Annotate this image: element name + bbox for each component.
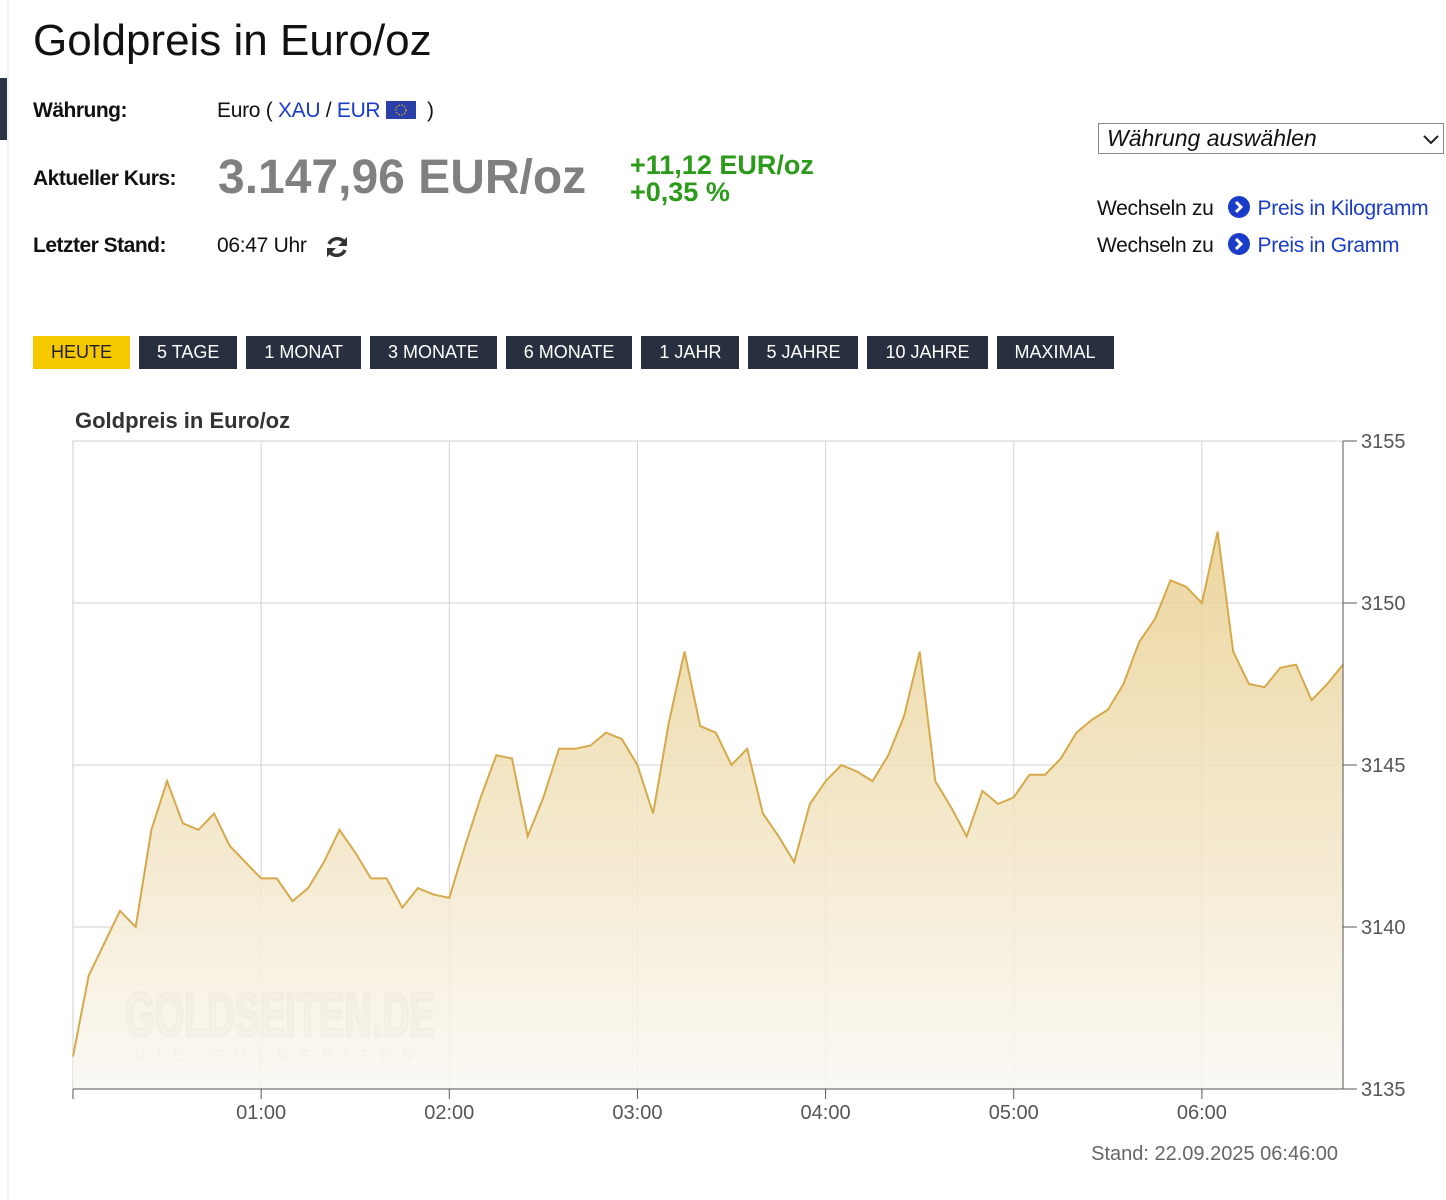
range-tab[interactable]: 1 MONAT xyxy=(246,336,362,369)
arrow-icon xyxy=(1227,196,1250,218)
range-tab[interactable]: 1 JAHR xyxy=(641,336,740,369)
currency-value: Euro ( XAU / EUR ) xyxy=(217,99,434,123)
x-tick-label: 05:00 xyxy=(989,1102,1039,1124)
x-tick-label: 02:00 xyxy=(424,1102,474,1124)
switch-prefix: Wechseln zu xyxy=(1097,197,1214,220)
page-title: Goldpreis in Euro/oz xyxy=(33,16,432,65)
range-tabs: HEUTE 5 TAGE 1 MONAT 3 MONATE 6 MONATE 1 JAHR… xyxy=(33,336,1114,369)
range-tab[interactable]: 5 TAGE xyxy=(139,336,238,369)
range-tab[interactable]: HEUTE xyxy=(33,336,131,369)
x-tick-label: 04:00 xyxy=(801,1102,851,1124)
price: 3.147,96 EUR/oz xyxy=(218,151,587,204)
price-line xyxy=(72,531,1344,1057)
switch-prefix: Wechseln zu xyxy=(1097,234,1214,257)
arrow-icon xyxy=(1227,233,1250,255)
range-tab[interactable]: 10 JAHRE xyxy=(867,336,988,369)
time: 06:47 Uhr xyxy=(217,234,307,257)
chart-title: Goldpreis in Euro/oz xyxy=(75,408,290,433)
eu-flag xyxy=(385,101,416,119)
y-tick-label: 3140 xyxy=(1361,917,1406,939)
price-label: Aktueller Kurs: xyxy=(33,167,177,190)
select-text: Währung auswählen xyxy=(1107,125,1317,151)
slash: / xyxy=(325,99,332,122)
metal-link[interactable]: XAU xyxy=(277,99,321,122)
y-tick-label: 3135 xyxy=(1361,1079,1406,1101)
currency-label: Währung: xyxy=(33,99,127,122)
time-label: Letzter Stand: xyxy=(33,234,167,257)
close-paren: ) xyxy=(426,99,434,122)
currency-select[interactable]: Währung auswählen xyxy=(1098,123,1444,154)
side-marker xyxy=(0,78,7,140)
range-tab[interactable]: 3 MONATE xyxy=(370,336,497,369)
chart-footer: Stand: 22.09.2025 06:46:00 xyxy=(1091,1143,1338,1165)
currency-name: Euro ( xyxy=(217,99,273,122)
range-tab[interactable]: 5 JAHRE xyxy=(748,336,859,369)
y-tick-label: 3145 xyxy=(1361,755,1406,777)
y-tick-label: 3155 xyxy=(1361,431,1406,453)
refresh-icon[interactable] xyxy=(324,234,350,260)
range-tab[interactable]: MAXIMAL xyxy=(996,336,1114,369)
change-absolute: +11,12 EUR/oz xyxy=(630,150,814,180)
select-arrow xyxy=(1423,135,1439,145)
switch-link[interactable]: Preis in Kilogramm xyxy=(1257,197,1429,220)
range-tab[interactable]: 6 MONATE xyxy=(505,336,633,369)
switch-link[interactable]: Preis in Gramm xyxy=(1257,234,1400,257)
change-percent: +0,35 % xyxy=(630,177,730,207)
x-tick-label: 06:00 xyxy=(1177,1102,1227,1124)
switch-row: Wechseln zu Preis in Kilogramm xyxy=(1097,196,1429,221)
x-tick-label: 03:00 xyxy=(612,1102,662,1124)
y-tick-label: 3150 xyxy=(1361,593,1406,615)
area-fill xyxy=(73,531,1343,1089)
switch-row: Wechseln zu Preis in Gramm xyxy=(1097,233,1400,258)
currency-link[interactable]: EUR xyxy=(336,99,381,122)
x-tick-label: 01:00 xyxy=(236,1102,286,1124)
